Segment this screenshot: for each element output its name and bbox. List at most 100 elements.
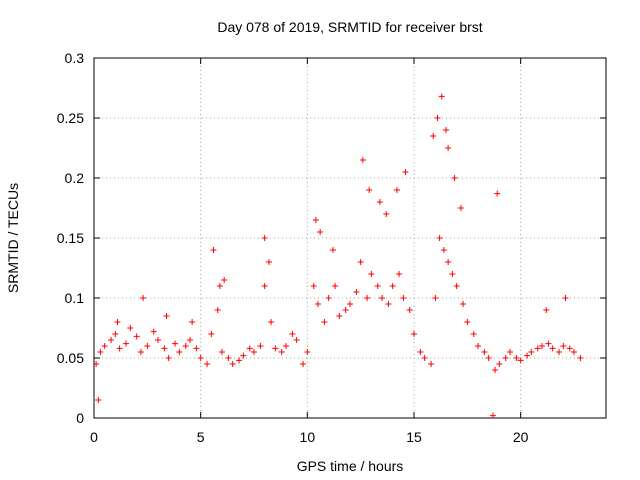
data-point <box>513 355 520 361</box>
data-point <box>560 343 567 349</box>
data-point <box>187 337 193 343</box>
data-point <box>261 235 268 241</box>
grid-lines <box>94 58 606 418</box>
x-tick-label: 20 <box>513 429 529 445</box>
data-point <box>127 325 134 331</box>
data-point <box>283 343 289 349</box>
data-point <box>293 337 300 343</box>
data-point <box>342 307 349 313</box>
data-point <box>325 295 332 301</box>
data-point <box>502 355 509 361</box>
data-point <box>172 340 179 347</box>
data-point <box>489 412 496 419</box>
data-point <box>485 355 492 361</box>
data-point <box>95 397 102 403</box>
data-point <box>417 349 424 355</box>
y-tick-label: 0.2 <box>65 170 85 186</box>
data-point <box>496 361 503 367</box>
data-point <box>272 345 279 352</box>
data-point <box>210 247 217 253</box>
data-point <box>507 349 513 355</box>
data-point <box>289 331 296 337</box>
data-point <box>438 93 445 100</box>
data-point <box>449 271 456 277</box>
x-tick-label: 0 <box>90 429 98 445</box>
y-axis-label: SRMTID / TECUs <box>5 183 21 293</box>
data-point <box>524 352 531 359</box>
data-point <box>440 247 447 253</box>
data-point <box>214 307 221 313</box>
data-point <box>300 361 307 367</box>
data-point <box>137 349 144 355</box>
data-point <box>411 331 417 337</box>
chart-title: Day 078 of 2019, SRMTID for receiver brs… <box>217 19 482 35</box>
data-point <box>101 343 108 349</box>
x-axis-label: GPS time / hours <box>297 458 404 474</box>
data-point <box>221 277 228 283</box>
y-tick-label: 0.25 <box>57 110 84 126</box>
data-point <box>428 361 435 367</box>
data-point <box>150 328 157 335</box>
data-point <box>359 157 366 163</box>
data-point <box>246 345 253 352</box>
data-point <box>219 349 225 355</box>
data-point <box>315 301 321 307</box>
data-point <box>445 259 452 265</box>
data-point <box>364 295 371 301</box>
data-point <box>383 211 390 217</box>
data-point <box>453 283 460 289</box>
data-point <box>374 283 381 289</box>
data-point <box>310 283 317 289</box>
data-point <box>193 345 200 352</box>
data-point <box>204 361 211 367</box>
data-point <box>261 283 268 289</box>
data-point <box>460 301 467 307</box>
data-point <box>451 175 458 181</box>
data-point <box>402 169 409 175</box>
data-point <box>430 133 437 139</box>
data-point <box>112 331 119 337</box>
data-point <box>366 187 373 193</box>
data-point <box>97 349 104 355</box>
data-point <box>225 355 232 361</box>
data-point <box>436 235 443 241</box>
data-point <box>229 361 236 367</box>
data-point <box>389 283 396 289</box>
data-point <box>208 331 215 337</box>
data-point <box>123 340 129 347</box>
data-point <box>539 343 545 349</box>
data-point <box>517 357 524 364</box>
data-point <box>332 283 339 289</box>
data-point <box>562 295 569 301</box>
data-point <box>393 187 400 193</box>
data-point <box>336 313 343 319</box>
data-point <box>165 355 172 361</box>
y-tick-label: 0.15 <box>57 230 84 246</box>
data-point <box>155 337 161 343</box>
data-point <box>396 271 403 277</box>
data-point <box>475 343 481 349</box>
data-point <box>144 343 151 349</box>
data-point <box>240 352 247 359</box>
data-point <box>93 361 100 367</box>
data-point <box>470 331 477 337</box>
x-tick-label: 15 <box>406 429 422 445</box>
data-point <box>549 345 556 352</box>
data-point <box>312 217 319 223</box>
y-tick-label: 0.05 <box>57 350 84 366</box>
y-tick-label: 0 <box>76 410 84 426</box>
data-point <box>434 115 441 121</box>
data-point <box>133 333 140 340</box>
data-point <box>400 295 407 301</box>
data-point <box>464 319 471 325</box>
data-point <box>321 319 328 325</box>
data-point <box>528 349 535 355</box>
data-point <box>163 313 170 319</box>
data-point <box>278 349 285 355</box>
data-point <box>545 340 552 347</box>
data-point <box>481 349 488 355</box>
data-point <box>114 319 121 325</box>
y-tick-label: 0.1 <box>65 290 85 306</box>
x-tick-label: 5 <box>197 429 205 445</box>
